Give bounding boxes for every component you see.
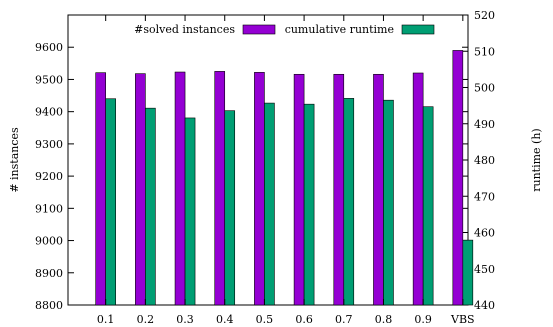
x-tick-label: 0.6: [295, 313, 313, 326]
x-tick-label: 0.2: [137, 313, 155, 326]
right-tick-label: 450: [474, 263, 495, 276]
bar-cumulative-runtime: [184, 117, 196, 306]
bar-cumulative-runtime: [105, 98, 116, 306]
left-axis-ticks: 8800 8900 9000 9100 9200 9300 9400 9500 9600: [35, 41, 468, 312]
left-tick-label: 9000: [35, 235, 63, 248]
left-tick-label: 9400: [35, 106, 63, 119]
legend-label-solved: #solved instances: [134, 23, 235, 36]
right-axis-ticks: 440 450 460 470 480 490 500 510 520: [462, 9, 495, 312]
left-tick-label: 8900: [35, 267, 63, 280]
right-tick-label: 510: [474, 45, 495, 58]
right-tick-label: 520: [474, 9, 495, 22]
x-axis-ticks: 0.1 0.2 0.3 0.4 0.5 0.6 0.7 0.8 0.9 VBS: [97, 15, 475, 326]
bar-solved-instances: [412, 72, 424, 306]
bar-solved-instances: [333, 73, 345, 306]
bar-solved-instances: [254, 72, 265, 306]
x-tick-label: VBS: [450, 313, 475, 326]
y-axis-label: # instances: [8, 127, 21, 193]
right-tick-label: 490: [474, 118, 495, 131]
bar-cumulative-runtime: [303, 103, 315, 306]
left-tick-label: 9600: [35, 41, 63, 54]
x-tick-label: 0.3: [176, 313, 194, 326]
x-tick-label: 0.4: [216, 313, 234, 326]
left-tick-label: 9100: [35, 202, 63, 215]
legend-swatch-solved: [242, 24, 276, 35]
left-tick-label: 8800: [35, 299, 63, 312]
x-tick-label: 0.5: [256, 313, 274, 326]
bar-cumulative-runtime: [343, 98, 355, 306]
bar-solved-instances: [95, 72, 106, 306]
bar-cumulative-runtime: [383, 99, 394, 306]
bar-solved-instances: [174, 71, 186, 306]
bar-cumulative-runtime: [264, 102, 275, 306]
bar-cumulative-runtime: [422, 106, 434, 306]
x-tick-label: 0.9: [414, 313, 432, 326]
bars: [95, 50, 474, 306]
x-tick-label: 0.7: [335, 313, 353, 326]
bar-solved-instances: [293, 73, 305, 306]
x-tick-label: 0.1: [97, 313, 115, 326]
right-tick-label: 470: [474, 190, 495, 203]
bar-solved-instances: [373, 73, 384, 306]
legend-swatch-runtime: [401, 24, 435, 35]
x-tick-label: 0.8: [375, 313, 393, 326]
right-tick-label: 460: [474, 227, 495, 240]
legend-label-runtime: cumulative runtime: [285, 23, 394, 36]
right-tick-label: 440: [474, 299, 495, 312]
right-tick-label: 500: [474, 82, 495, 95]
bar-solved-instances: [135, 73, 146, 306]
left-tick-label: 9200: [35, 170, 63, 183]
bar-solved-instances: [452, 50, 464, 306]
bar-cumulative-runtime: [462, 239, 474, 306]
bar-solved-instances: [214, 71, 226, 306]
bar-cumulative-runtime: [145, 107, 156, 306]
right-tick-label: 480: [474, 154, 495, 167]
bar-cumulative-runtime: [224, 110, 236, 306]
left-tick-label: 9500: [35, 73, 63, 86]
left-tick-label: 9300: [35, 138, 63, 151]
y2-axis-label: runtime (h): [530, 128, 543, 191]
legend: #solved instances cumulative runtime: [134, 23, 435, 36]
